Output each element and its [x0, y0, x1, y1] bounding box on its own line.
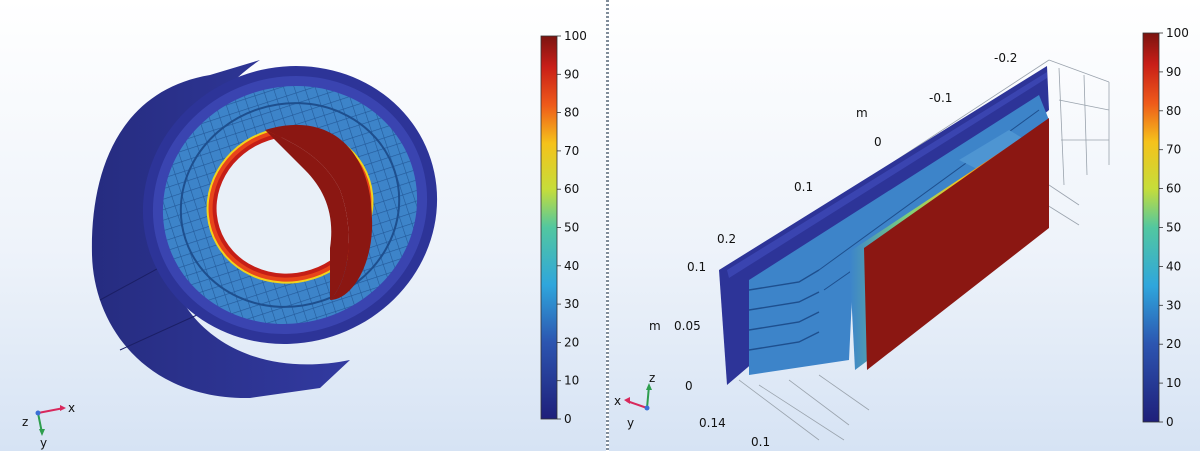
- top-axis-tick-label: 0.2: [717, 232, 736, 246]
- colorbar-tick-label: 60: [564, 182, 579, 196]
- triad-y-label: y: [40, 436, 47, 450]
- colorbar-tick-label: 50: [564, 221, 579, 235]
- right-colorbar: [1142, 32, 1160, 423]
- triad-z-label: z: [649, 371, 655, 385]
- colorbar-tick-label: 10: [1166, 376, 1181, 390]
- colorbar-tick-label: 90: [564, 67, 579, 81]
- colorbar-tick-label: 30: [564, 297, 579, 311]
- colorbar-tick-label: 0: [1166, 415, 1174, 429]
- colorbar-tick-label: 50: [1166, 221, 1181, 235]
- top-axis-tick-label: -0.1: [929, 91, 952, 105]
- bottom-axis-ticks: 0.14 0.1: [699, 416, 770, 449]
- triad-x-label: x: [614, 394, 621, 408]
- colorbar-tick-label: 70: [1166, 143, 1181, 157]
- colorbar-tick-label: 80: [1166, 104, 1181, 118]
- inner-wall: [265, 124, 373, 300]
- left-axis-tick-label: 0.05: [674, 319, 701, 333]
- colorbar-tick-label: 90: [1166, 65, 1181, 79]
- left-axis-triad: x z y: [22, 401, 75, 450]
- top-axis-tick-label: -0.2: [994, 51, 1017, 65]
- panel-divider: [606, 0, 609, 451]
- left-axis-tick-label: 0: [685, 379, 693, 393]
- bottom-axis-tick-label: 0.14: [699, 416, 726, 430]
- colorbar-tick-label: 30: [1166, 298, 1181, 312]
- top-axis-ticks: -0.2 -0.1 0 0.1 0.2: [717, 51, 1017, 246]
- colorbar-tick-label: 10: [564, 374, 579, 388]
- left-axis-tick-label: 0.1: [687, 260, 706, 274]
- colorbar-tick-label: 80: [564, 106, 579, 120]
- colorbar-tick-label: 20: [1166, 337, 1181, 351]
- triad-x-label: x: [68, 401, 75, 415]
- colorbar-tick-label: 100: [1166, 26, 1189, 40]
- left-3d-view: 100 90 80 70 60 50 40 30 20 10 0 x z y: [0, 0, 606, 451]
- top-axis-tick-label: 0.1: [794, 180, 813, 194]
- left-axis-ticks: 0.1 0.05 0: [674, 260, 706, 393]
- colorbar-tick-label: 70: [564, 144, 579, 158]
- right-axis-triad: z x y: [614, 371, 655, 430]
- left-axis-unit: m: [649, 319, 661, 333]
- colorbar-tick-label: 20: [564, 335, 579, 349]
- colorbar-tick-label: 60: [1166, 182, 1181, 196]
- right-3d-view: m m -0.2 -0.1 0 0.1 0.2 0.1 0.05 0 0.14 0.1 100…: [609, 0, 1200, 451]
- left-colorbar: [540, 35, 558, 420]
- colorbar-tick-label: 100: [564, 29, 587, 43]
- top-axis-unit: m: [856, 106, 868, 120]
- triad-z-label: z: [22, 415, 28, 429]
- colorbar-tick-label: 40: [564, 259, 579, 273]
- colorbar-tick-label: 40: [1166, 259, 1181, 273]
- triad-y-label: y: [627, 416, 634, 430]
- bottom-axis-tick-label: 0.1: [751, 435, 770, 449]
- colorbar-tick-label: 0: [564, 412, 572, 426]
- top-axis-tick-label: 0: [874, 135, 882, 149]
- hot-face: [864, 118, 1049, 370]
